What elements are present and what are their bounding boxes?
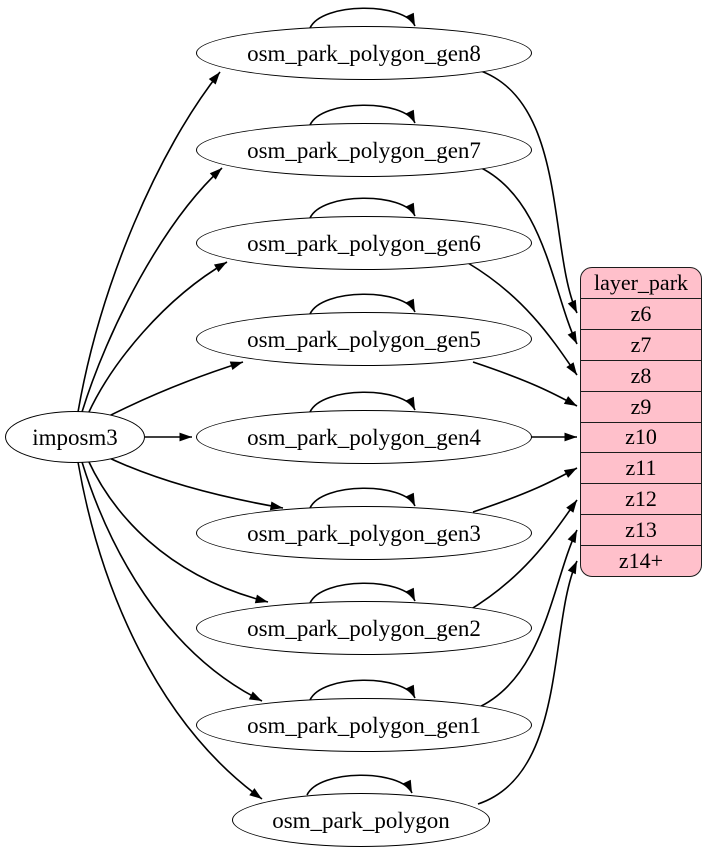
node-gen1-label: osm_park_polygon_gen1 [247,712,481,738]
node-gen5-label: osm_park_polygon_gen5 [247,326,481,352]
edge-imposm3-to-gen6 [87,261,228,415]
edge-imposm3-to-osm-park-polygon [77,461,263,800]
edge-imposm3-to-gen5 [102,361,244,420]
self-loop-gen8 [309,7,416,29]
node-gen7-label: osm_park_polygon_gen7 [247,137,481,163]
node-osm-park-polygon-gen2: osm_park_polygon_gen2 [196,601,532,655]
node-osm-park-polygon-gen6: osm_park_polygon_gen6 [196,216,532,270]
node-osm-park-polygon-gen4: osm_park_polygon_gen4 [196,410,532,464]
edge-gen6-to-z8 [467,262,578,376]
layer-row-z12: z12 [581,483,701,514]
node-osm-park-polygon-gen7: osm_park_polygon_gen7 [196,123,532,177]
node-osm-park-polygon: osm_park_polygon [232,793,490,847]
node-gen4-label: osm_park_polygon_gen4 [247,424,481,450]
node-osm-park-polygon-gen1: osm_park_polygon_gen1 [196,698,532,752]
edge-gen3-to-z11 [472,467,578,513]
edge-gen8-to-z6 [477,69,578,314]
node-layer-park: layer_park z6 z7 z8 z9 z10 z11 z12 z13 z… [580,267,702,577]
node-imposm3: imposm3 [5,411,145,463]
self-loop-gen4 [309,391,416,413]
node-gen8-label: osm_park_polygon_gen8 [247,40,481,66]
layer-row-z9: z9 [581,390,701,422]
self-loop-gen6 [309,197,416,219]
layer-row-z8: z8 [581,359,701,391]
edge-gen2-to-z12 [467,499,578,612]
layer-row-z13: z13 [581,514,701,545]
node-osm-park-polygon-label: osm_park_polygon [272,807,450,833]
edge-imposm3-to-gen3 [102,454,284,511]
node-gen3-label: osm_park_polygon_gen3 [247,520,481,546]
node-imposm3-label: imposm3 [32,424,118,450]
node-osm-park-polygon-gen8: osm_park_polygon_gen8 [196,26,532,80]
edge-gen1-to-z13 [474,529,578,710]
edge-gen7-to-z7 [474,164,578,345]
edge-osm-park-polygon-to-z14plus [477,560,578,805]
self-loop-gen2 [309,582,416,604]
layer-row-z10: z10 [581,421,701,453]
layer-row-z7: z7 [581,328,701,360]
edge-imposm3-to-gen8 [77,71,221,413]
edges-to-layer-park [467,69,578,805]
self-loop-osm-park-polygon [306,774,413,796]
edge-imposm3-to-gen2 [87,459,269,604]
edge-gen5-to-z9 [472,361,578,407]
edge-imposm3-to-gen1 [81,461,263,702]
self-loop-gen3 [309,487,416,509]
self-loop-gen7 [309,104,416,126]
layer-park-title: layer_park [593,269,689,295]
edges-from-imposm3 [77,71,284,800]
layer-row-z11: z11 [581,452,701,483]
layer-row-z14plus: z14+ [581,545,701,576]
self-loop-edges [306,7,416,796]
node-gen2-label: osm_park_polygon_gen2 [247,615,481,641]
node-osm-park-polygon-gen5: osm_park_polygon_gen5 [196,312,532,366]
edge-imposm3-to-gen7 [81,167,223,413]
node-osm-park-polygon-gen3: osm_park_polygon_gen3 [196,506,532,560]
self-loop-gen1 [309,679,416,701]
node-gen6-label: osm_park_polygon_gen6 [247,230,481,256]
layer-row-z6: z6 [581,297,701,329]
self-loop-gen5 [309,293,416,315]
